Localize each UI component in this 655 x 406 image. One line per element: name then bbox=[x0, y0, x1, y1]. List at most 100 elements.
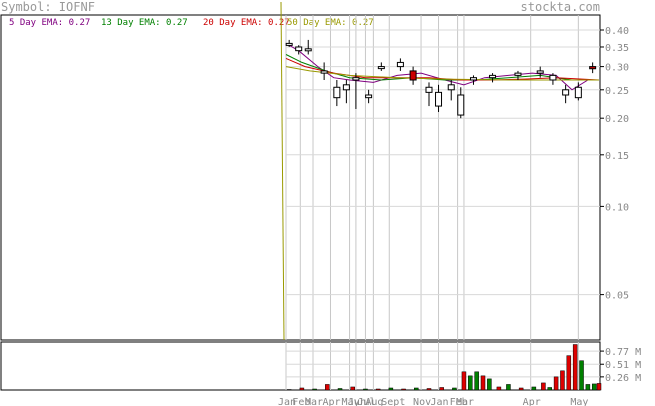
legend-ema50-value: 0.27 bbox=[352, 18, 374, 28]
candle bbox=[409, 70, 417, 81]
ema50-lead-in bbox=[280, 1, 285, 341]
volume-tick-label: 0.26 M bbox=[605, 373, 641, 384]
x-tick-label: Feb bbox=[292, 397, 310, 406]
y-tick-label: 0.05 bbox=[605, 291, 629, 302]
y-tick-label: 0.30 bbox=[605, 63, 629, 74]
volume-bar bbox=[286, 389, 292, 391]
candle bbox=[396, 61, 404, 68]
y-tick-label: 0.20 bbox=[605, 114, 629, 125]
y-tick-label: 0.15 bbox=[605, 151, 629, 162]
volume-panel: 0.77 M 0.51 M 0.26 M bbox=[0, 341, 641, 391]
volume-bar bbox=[388, 387, 394, 391]
legend-ema50-label: 50 Day EMA: bbox=[287, 18, 347, 28]
candle bbox=[285, 42, 293, 46]
site-brand[interactable]: stockta.com bbox=[520, 0, 600, 14]
volume-bar bbox=[531, 386, 537, 391]
legend-ema20-value: 0.27 bbox=[268, 18, 290, 28]
x-tick-label: Aug bbox=[365, 397, 383, 406]
volume-bar bbox=[363, 388, 368, 391]
volume-bar bbox=[496, 386, 502, 391]
volume-bar bbox=[312, 388, 317, 391]
x-tick-label: Feb bbox=[450, 397, 468, 406]
price-panel: 0.40 0.35 0.30 0.25 0.20 0.15 0.10 0.05 bbox=[0, 1, 629, 341]
volume-bar bbox=[518, 387, 524, 391]
candle bbox=[562, 89, 570, 96]
legend-ema5: 5 Day EMA: 0.27 bbox=[9, 18, 90, 28]
volume-bar bbox=[506, 384, 511, 391]
legend-ema5-label: 5 Day EMA: bbox=[9, 18, 64, 28]
volume-bar bbox=[299, 387, 305, 391]
volume-bar bbox=[337, 388, 343, 391]
volume-bar bbox=[426, 388, 432, 391]
y-tick-label: 0.40 bbox=[605, 26, 629, 37]
ema-line-3 bbox=[285, 66, 599, 81]
x-tick-label: Jan bbox=[278, 397, 296, 406]
volume-bar bbox=[566, 355, 572, 391]
y-tick-label: 0.25 bbox=[605, 86, 629, 97]
candle bbox=[320, 70, 328, 74]
x-tick-label: May bbox=[570, 397, 588, 406]
volume-bar bbox=[350, 386, 355, 391]
x-tick-label: Nov bbox=[413, 397, 431, 406]
volume-tick-label: 0.51 M bbox=[605, 360, 641, 371]
legend-ema13-value: 0.27 bbox=[166, 18, 188, 28]
legend-ema20-label: 20 Day EMA: bbox=[203, 18, 263, 28]
candle bbox=[514, 72, 522, 76]
volume-bar bbox=[547, 387, 552, 391]
x-tick-label: Sept bbox=[381, 397, 405, 406]
x-tick-label: Jul bbox=[357, 397, 375, 406]
candle bbox=[435, 91, 443, 107]
candle bbox=[447, 84, 455, 91]
volume-bar bbox=[480, 375, 486, 391]
volume-bar bbox=[560, 370, 565, 391]
x-tick-label: May bbox=[342, 397, 360, 406]
candle bbox=[342, 84, 350, 91]
volume-bar bbox=[461, 371, 467, 391]
legend-ema5-value: 0.27 bbox=[68, 18, 91, 28]
candle bbox=[365, 94, 373, 99]
x-tick-label: Apr bbox=[322, 397, 340, 406]
legend-ema13: 13 Day EMA: 0.27 bbox=[101, 18, 188, 28]
volume-bar bbox=[439, 387, 444, 391]
volume-bar bbox=[468, 375, 473, 391]
y-tick-label: 0.35 bbox=[605, 43, 629, 54]
volume-bar bbox=[401, 388, 406, 391]
volume-bar bbox=[591, 383, 597, 391]
y-tick-label: 0.10 bbox=[605, 202, 629, 213]
candle bbox=[589, 66, 597, 70]
x-tick-label: Mar bbox=[305, 397, 323, 406]
x-tick-label: Jan bbox=[431, 397, 449, 406]
legend-ema50: 50 Day EMA: 0.27 bbox=[287, 18, 374, 28]
symbol-label: Symbol: IOFNF bbox=[1, 0, 95, 14]
legend-ema20: 20 Day EMA: 0.27 bbox=[203, 18, 290, 28]
volume-bar bbox=[585, 384, 591, 391]
candle bbox=[425, 86, 433, 93]
volume-tick-label: 0.77 M bbox=[605, 347, 641, 358]
volume-bar bbox=[553, 376, 559, 391]
candle bbox=[574, 86, 582, 99]
candle bbox=[457, 94, 465, 116]
candle bbox=[536, 70, 544, 74]
candle bbox=[352, 77, 360, 81]
x-tick-label: Mar bbox=[456, 397, 474, 406]
candle bbox=[549, 74, 557, 81]
candle bbox=[469, 77, 477, 81]
volume-bar bbox=[375, 388, 381, 391]
candle bbox=[489, 74, 497, 79]
volume-bar bbox=[572, 344, 578, 391]
volume-bar bbox=[487, 378, 492, 391]
candle bbox=[333, 86, 341, 99]
volume-bar bbox=[579, 360, 584, 391]
volume-bar bbox=[541, 382, 546, 391]
volume-bar bbox=[596, 383, 602, 391]
volume-bar bbox=[325, 384, 330, 391]
candle bbox=[304, 48, 312, 52]
x-tick-label: Apr bbox=[523, 397, 541, 406]
x-tick-label: Jun bbox=[348, 397, 366, 406]
candle bbox=[377, 66, 385, 70]
volume-bar bbox=[414, 387, 419, 391]
legend-ema13-label: 13 Day EMA: bbox=[101, 18, 161, 28]
volume-bar bbox=[474, 371, 479, 391]
